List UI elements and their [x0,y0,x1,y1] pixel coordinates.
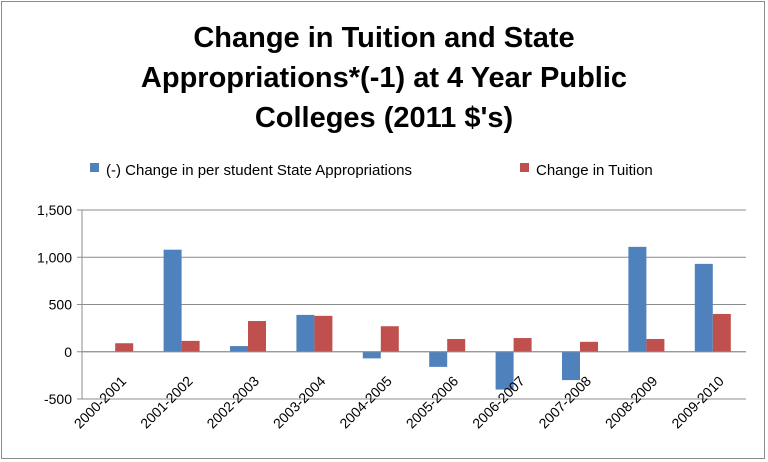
bar-appropriations-2005-2006 [429,351,448,367]
x-tick-label: 2008-2009 [602,373,661,432]
chart-title-line-2: Appropriations*(-1) at 4 Year Public [140,62,628,94]
y-tick-label: 1,000 [37,249,72,265]
bar-tuition-2008-2009 [646,338,665,352]
bar-appropriations-2007-2008 [562,351,580,381]
x-tick-label: 2002-2003 [203,373,262,432]
legend-label-appropriations: (-) Change in per student State Appropri… [106,162,412,179]
bar-tuition-2006-2007 [513,338,532,352]
bar-tuition-2003-2004 [314,315,333,352]
legend: (-) Change in per student State Appropri… [90,162,653,179]
bar-tuition-2001-2002 [181,340,200,352]
bar-appropriations-2008-2009 [628,246,647,352]
bar-tuition-2009-2010 [712,313,731,352]
y-tick-label: 1,500 [37,202,72,218]
chart-title: Change in Tuition and State Appropriatio… [0,18,768,138]
legend-swatch-appropriations [90,163,99,172]
x-axis-ticks: 2000-2001 2001-2002 2002-2003 2003-2004 2004… [71,373,727,432]
bar-appropriations-2002-2003 [230,346,248,352]
bar-tuition-2002-2003 [248,321,266,352]
bar-appropriations-2003-2004 [296,314,315,352]
y-tick-label: -500 [44,391,72,407]
bar-tuition-2000-2001 [115,343,134,352]
bar-tuition-2004-2005 [380,326,399,352]
bar-appropriations-2006-2007 [495,351,514,390]
x-tick-label: 2000-2001 [71,373,130,432]
chart-title-line-1: Change in Tuition and State [193,22,575,54]
y-axis-ticks: 1,500 1,000 500 0 -500 [37,202,72,407]
bar-appropriations-2009-2010 [694,263,713,352]
x-tick-label: 2003-2004 [270,373,329,432]
bars [115,246,731,390]
y-tick-label: 0 [64,344,72,360]
chart-title-line-3: Colleges (2011 $'s) [254,102,514,134]
bar-tuition-2007-2008 [580,341,598,352]
bar-appropriations-2004-2005 [362,351,381,359]
x-tick-label: 2004-2005 [336,373,395,432]
bar-appropriations-2001-2002 [163,249,182,352]
x-tick-label: 2005-2006 [403,373,462,432]
x-tick-label: 2009-2010 [668,373,727,432]
legend-label-tuition: Change in Tuition [536,162,653,179]
x-tick-label: 2001-2002 [137,373,196,432]
x-tick-label: 2007-2008 [535,373,594,432]
y-tick-label: 500 [49,297,73,313]
bar-tuition-2005-2006 [447,338,466,352]
axes [81,210,746,399]
legend-swatch-tuition [520,163,529,172]
